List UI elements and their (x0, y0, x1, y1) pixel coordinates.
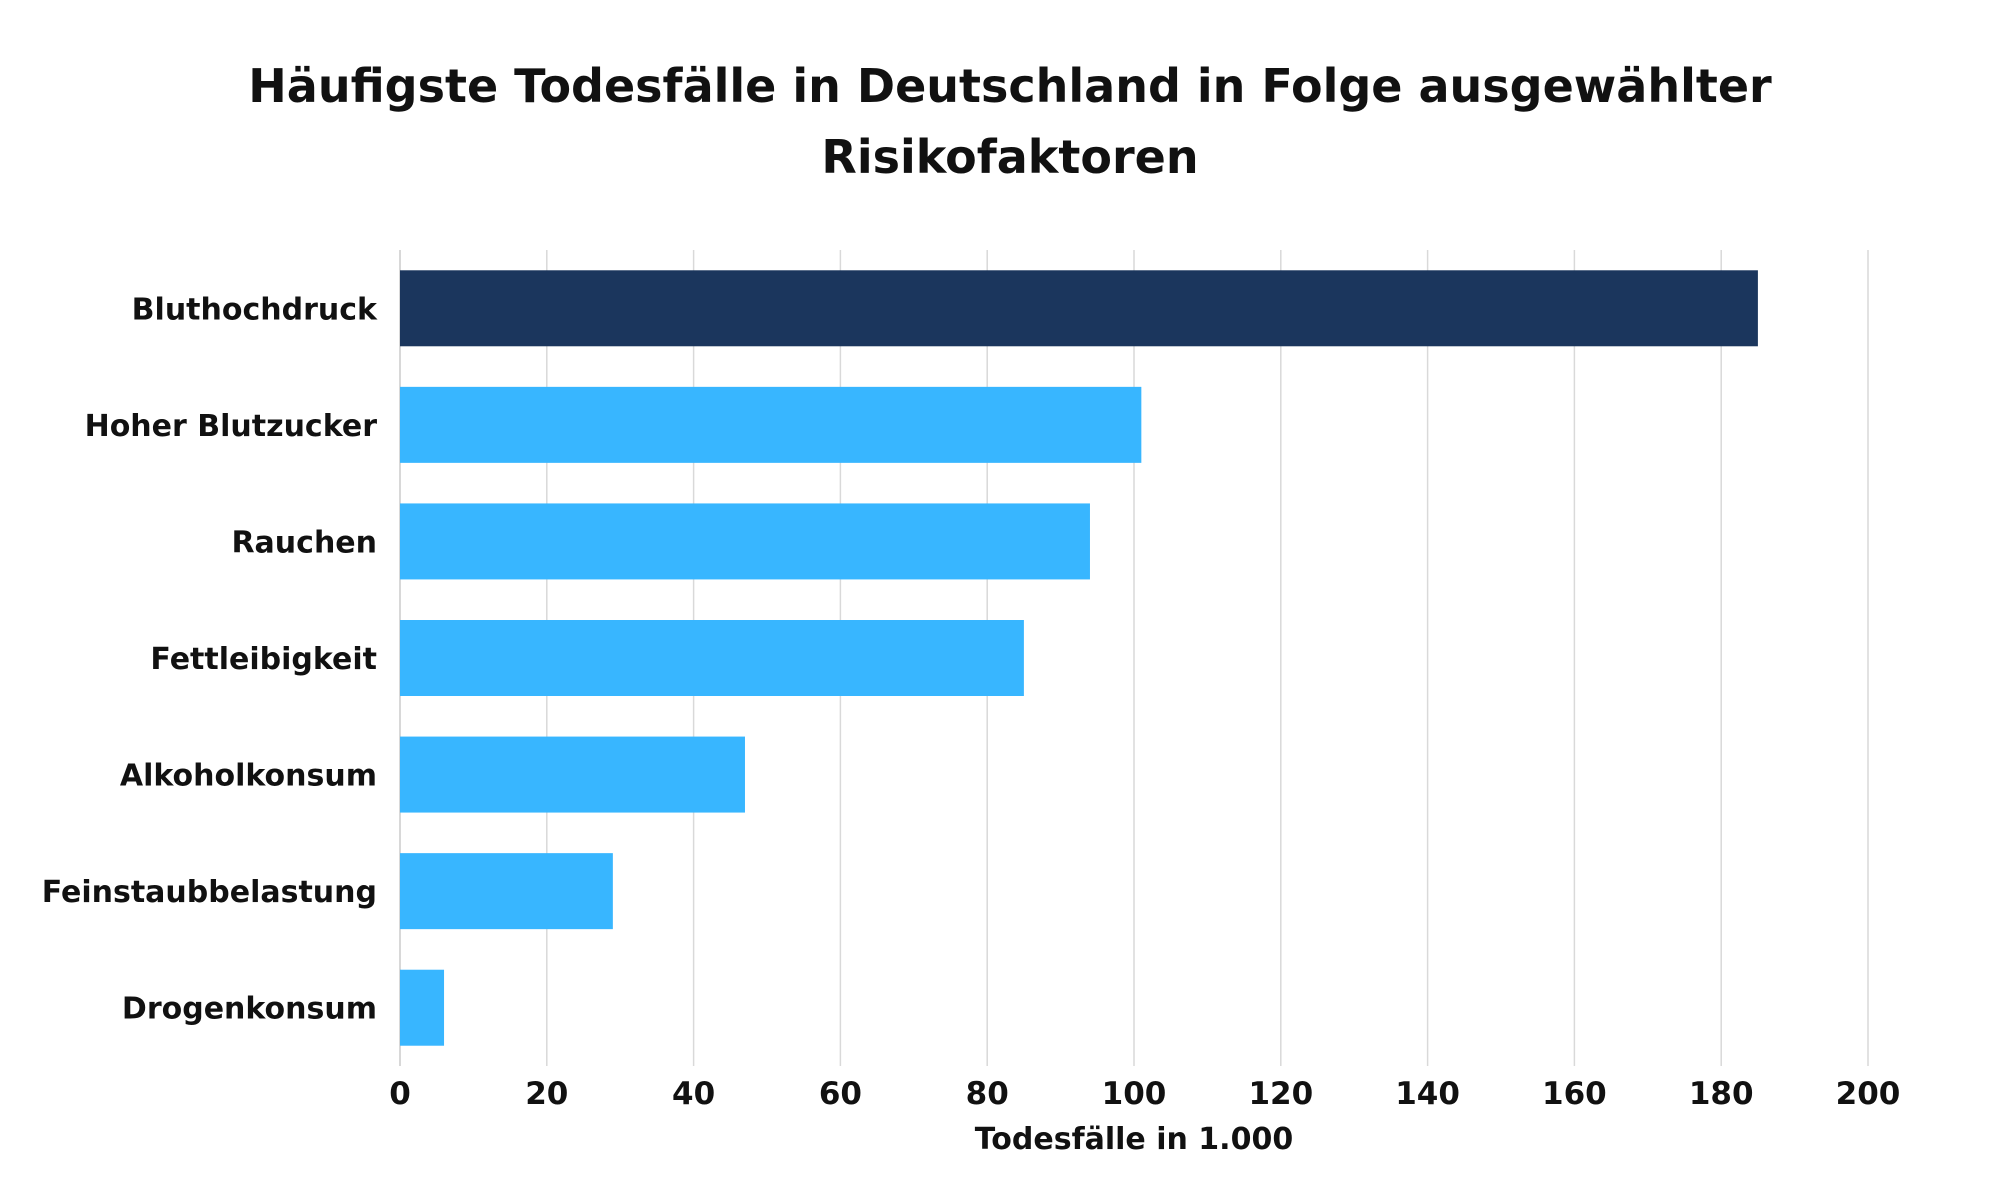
x-tick-label: 20 (525, 1076, 568, 1112)
x-tick-label: 60 (819, 1076, 862, 1112)
category-label: Fettleibigkeit (150, 642, 377, 677)
bar-layer (400, 270, 1758, 1046)
chart-title-line-2: Risikofaktoren (821, 130, 1198, 184)
x-axis-title: Todesfälle in 1.000 (975, 1122, 1293, 1157)
x-tick-labels: 0 20 40 60 80 100 120 140 160 180 200 (389, 1076, 1900, 1112)
x-tick-label: 120 (1248, 1076, 1313, 1112)
x-tick-label: 140 (1395, 1076, 1460, 1112)
bar-hoher-blutzucker (400, 386, 1142, 463)
category-label: Hoher Blutzucker (85, 409, 378, 444)
category-label: Feinstaubbelastung (42, 875, 377, 910)
x-tick-label: 160 (1542, 1076, 1607, 1112)
category-label: Alkoholkonsum (120, 759, 377, 794)
x-tick-label: 0 (389, 1076, 411, 1112)
bar-feinstaubbelastung (400, 853, 613, 930)
x-tick-label: 80 (966, 1076, 1009, 1112)
x-tick-label: 180 (1689, 1076, 1754, 1112)
bar-drogenkonsum (400, 969, 445, 1046)
chart-title-line-1: Häufigste Todesfälle in Deutschland in F… (248, 59, 1772, 113)
x-tick-label: 100 (1102, 1076, 1167, 1112)
category-label: Rauchen (231, 525, 377, 560)
bar-fettleibigkeit (400, 620, 1024, 696)
x-tick-label: 40 (672, 1076, 715, 1112)
bar-alkoholkonsum (400, 736, 745, 813)
category-label: Bluthochdruck (132, 292, 378, 327)
bar-rauchen (400, 503, 1090, 580)
category-labels: Bluthochdruck Hoher Blutzucker Rauchen Fett… (42, 292, 378, 1026)
x-tick-label: 200 (1836, 1076, 1901, 1112)
bar-bluthochdruck (400, 270, 1758, 347)
category-label: Drogenkonsum (122, 992, 377, 1027)
